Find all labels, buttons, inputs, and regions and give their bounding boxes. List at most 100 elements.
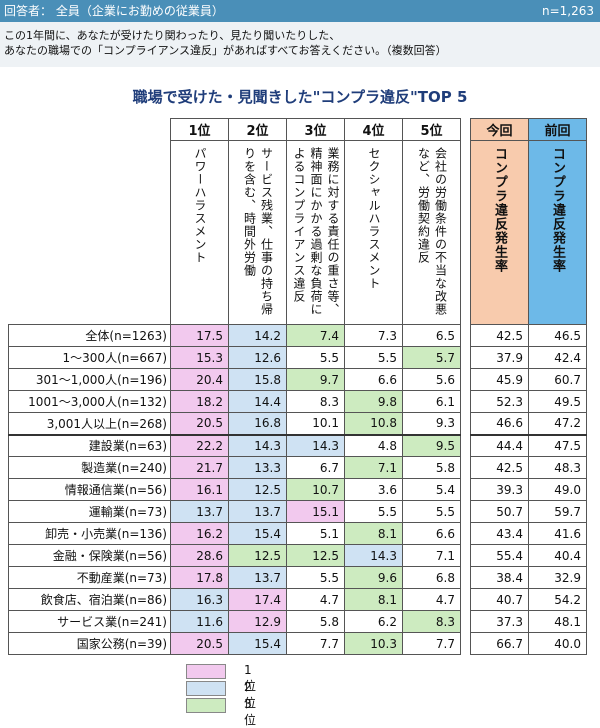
current-rate-label-cell: コンプラ違反発生率 — [470, 140, 529, 325]
value-cell: 16.3 — [170, 588, 229, 611]
value-cell: 5.5 — [286, 566, 345, 589]
value-cell: 15.8 — [228, 368, 287, 391]
previous-rate-label-cell: コンプラ違反発生率 — [528, 140, 587, 325]
corner-cell — [8, 118, 171, 141]
previous-rate-cell: 42.4 — [528, 346, 587, 369]
row-label: 製造業(n=240) — [8, 456, 171, 479]
value-cell: 12.5 — [228, 478, 287, 501]
table-row: 建設業(n=63) 22.2 14.3 14.3 4.8 9.5 44.4 47.5 — [8, 433, 587, 457]
previous-rate-cell: 46.5 — [528, 324, 587, 347]
value-cell: 9.6 — [344, 566, 403, 589]
table-row: 卸売・小売業(n=136) 16.2 15.4 5.1 8.1 6.6 43.4 41.6 — [8, 522, 587, 545]
chart-title: 職場で受けた・見聞きした"コンプラ違反"TOP 5 — [132, 88, 468, 106]
value-cell: 15.4 — [228, 522, 287, 545]
value-cell: 17.4 — [228, 588, 287, 611]
value-cell: 5.5 — [402, 500, 461, 523]
current-header: 今回 — [470, 118, 529, 141]
value-cell: 22.2 — [170, 433, 229, 457]
legend-swatch — [186, 681, 226, 696]
previous-header: 前回 — [528, 118, 587, 141]
value-cell: 7.7 — [402, 632, 461, 655]
row-label: 飲食店、宿泊業(n=86) — [8, 588, 171, 611]
current-rate-cell: 38.4 — [470, 566, 529, 589]
value-cell: 12.5 — [286, 544, 345, 567]
value-cell: 16.2 — [170, 522, 229, 545]
value-cell: 7.1 — [344, 456, 403, 479]
value-cell: 6.7 — [286, 456, 345, 479]
table-row: 3,001人以上(n=268) 20.5 16.8 10.1 10.8 9.3 46.6 47… — [8, 412, 587, 435]
current-rate-cell: 52.3 — [470, 390, 529, 413]
table-row: 301～1,000人(n=196) 20.4 15.8 9.7 6.6 5.6 45.9 60… — [8, 368, 587, 391]
value-cell: 8.3 — [286, 390, 345, 413]
value-cell: 15.4 — [228, 632, 287, 655]
previous-rate-cell: 48.1 — [528, 610, 587, 633]
table-row: 国家公務(n=39) 20.5 15.4 7.7 10.3 7.7 66.7 40.0 — [8, 632, 587, 655]
row-label: 1～300人(n=667) — [8, 346, 171, 369]
value-cell: 3.6 — [344, 478, 403, 501]
value-cell: 9.7 — [286, 368, 345, 391]
value-cell: 17.8 — [170, 566, 229, 589]
value-cell: 5.6 — [402, 368, 461, 391]
table-row: 運輸業(n=73) 13.7 13.7 15.1 5.5 5.5 50.7 59.7 — [8, 500, 587, 523]
row-label: サービス業(n=241) — [8, 610, 171, 633]
value-cell: 15.3 — [170, 346, 229, 369]
value-cell: 5.1 — [286, 522, 345, 545]
value-cell: 17.5 — [170, 324, 229, 347]
column-label: セクシャルハラスメント — [367, 147, 381, 290]
value-cell: 7.1 — [402, 544, 461, 567]
rank-header: 5位 — [402, 118, 461, 141]
value-cell: 6.6 — [344, 368, 403, 391]
question-text: この1年間に、あなたが受けたり関わったり、見たり聞いたりした、 あなたの職場での… — [0, 22, 600, 67]
value-cell: 20.4 — [170, 368, 229, 391]
previous-rate-cell: 54.2 — [528, 588, 587, 611]
current-rate-cell: 55.4 — [470, 544, 529, 567]
value-cell: 5.4 — [402, 478, 461, 501]
legend-label: 2位 — [244, 680, 257, 710]
previous-rate-cell: 49.5 — [528, 390, 587, 413]
row-label: 国家公務(n=39) — [8, 632, 171, 655]
value-cell: 7.4 — [286, 324, 345, 347]
rank-header: 1位 — [170, 118, 229, 141]
value-cell: 13.7 — [170, 500, 229, 523]
question-line-2: あなたの職場での「コンプライアンス違反」があればすべてお答えください。（複数回答… — [4, 44, 447, 57]
value-cell: 10.8 — [344, 412, 403, 435]
previous-rate-cell: 40.4 — [528, 544, 587, 567]
column-label-cell: 業務に対する責任の重さ等、精神面にかかる過剰な負荷によるコンプライアンス違反 — [286, 140, 345, 325]
value-cell: 6.1 — [402, 390, 461, 413]
value-cell: 4.7 — [402, 588, 461, 611]
current-rate-cell: 50.7 — [470, 500, 529, 523]
value-cell: 8.3 — [402, 610, 461, 633]
table-body: 全体(n=1263) 17.5 14.2 7.4 7.3 6.5 42.5 46.5 1～300… — [8, 324, 587, 655]
column-label-cell: パワーハラスメント — [170, 140, 229, 325]
value-cell: 12.6 — [228, 346, 287, 369]
current-rate-cell: 66.7 — [470, 632, 529, 655]
previous-rate-cell: 49.0 — [528, 478, 587, 501]
sample-size: n=1,263 — [541, 4, 594, 18]
current-rate-label: コンプラ違反発生率 — [492, 147, 507, 273]
current-rate-cell: 43.4 — [470, 522, 529, 545]
value-cell: 13.7 — [228, 566, 287, 589]
rank-header: 2位 — [228, 118, 287, 141]
table-row: 不動産業(n=73) 17.8 13.7 5.5 9.6 6.8 38.4 32.9 — [8, 566, 587, 589]
column-label: 会社の労働条件の不当な改悪など、労働契約違反 — [416, 147, 448, 316]
current-rate-cell: 46.6 — [470, 412, 529, 435]
row-label: 運輸業(n=73) — [8, 500, 171, 523]
table-row: サービス業(n=241) 11.6 12.9 5.8 6.2 8.3 37.3 48.1 — [8, 610, 587, 633]
value-cell: 10.1 — [286, 412, 345, 435]
legend-swatch — [186, 698, 226, 713]
rank-header: 4位 — [344, 118, 403, 141]
value-cell: 16.1 — [170, 478, 229, 501]
value-cell: 28.6 — [170, 544, 229, 567]
value-cell: 5.5 — [344, 346, 403, 369]
rank-header: 3位 — [286, 118, 345, 141]
value-cell: 7.3 — [344, 324, 403, 347]
table-row: 製造業(n=240) 21.7 13.3 6.7 7.1 5.8 42.5 48.3 — [8, 456, 587, 479]
row-label: 3,001人以上(n=268) — [8, 412, 171, 435]
question-line-1: この1年間に、あなたが受けたり関わったり、見たり聞いたりした、 — [4, 29, 341, 42]
table-row: 1～300人(n=667) 15.3 12.6 5.5 5.5 5.7 37.9 42.4 — [8, 346, 587, 369]
value-cell: 10.7 — [286, 478, 345, 501]
previous-rate-cell: 40.0 — [528, 632, 587, 655]
value-cell: 21.7 — [170, 456, 229, 479]
value-cell: 18.2 — [170, 390, 229, 413]
value-cell: 5.8 — [402, 456, 461, 479]
